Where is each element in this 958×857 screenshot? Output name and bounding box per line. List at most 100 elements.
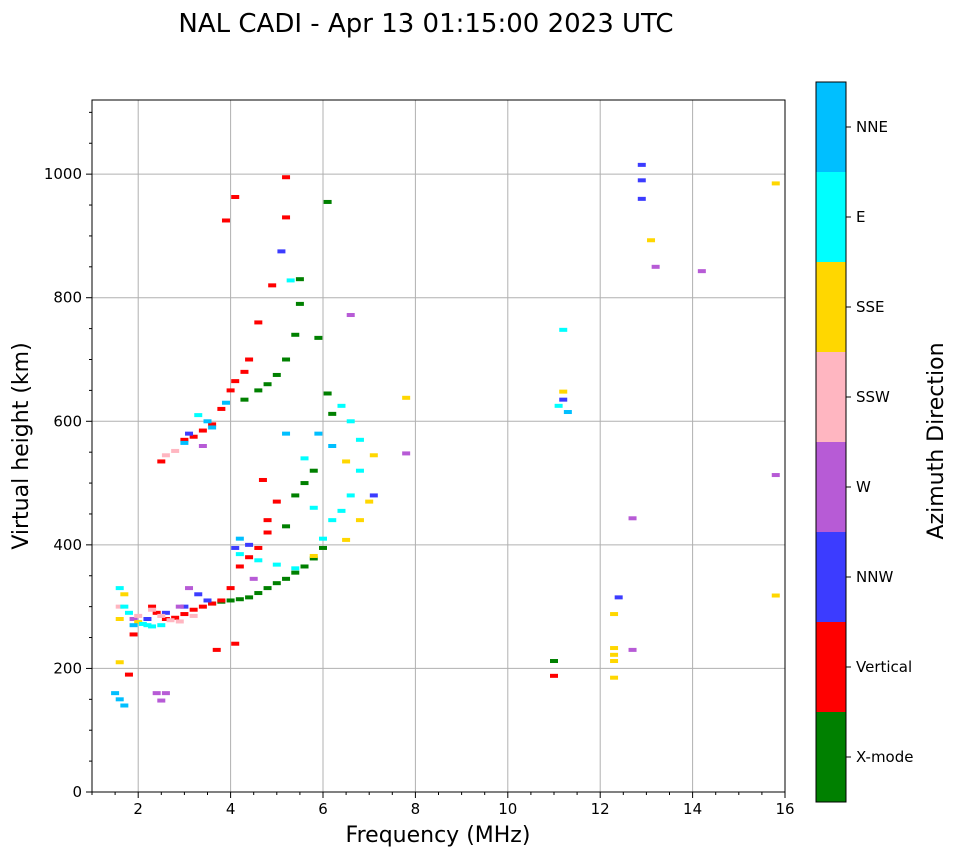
data-point-w [185, 586, 194, 591]
data-point-e [120, 604, 129, 609]
colorbar-segment [816, 262, 846, 352]
x-axis: 2 4 6 8 10 12 14 16 [91, 792, 795, 818]
data-point-vertical [240, 369, 249, 374]
data-point-e [272, 562, 281, 567]
data-point-vertical [245, 555, 254, 560]
data-point-e [554, 403, 563, 408]
data-point-vertical [245, 357, 254, 362]
data-point-e [254, 558, 263, 563]
data-point-w [771, 473, 780, 478]
colorbar-category-label: NNW [856, 568, 893, 586]
data-point-x-mode [291, 493, 300, 498]
data-point-x-mode [282, 576, 291, 581]
data-point-nnw [559, 397, 568, 402]
data-point-sse [115, 660, 124, 665]
data-point-x-mode [272, 581, 281, 586]
data-point-nnw [277, 249, 286, 254]
data-point-x-mode [291, 570, 300, 575]
data-point-nnw [637, 196, 646, 201]
data-point-x-mode [240, 397, 249, 402]
y-tick-label: 1000 [44, 165, 82, 183]
data-point-e [157, 623, 166, 628]
data-point-vertical [157, 459, 166, 464]
colorbar-segment [816, 622, 846, 712]
data-point-ssw [175, 619, 184, 624]
colorbar-segment [816, 532, 846, 622]
y-axis: 0 200 400 600 800 1000 [44, 111, 92, 801]
data-point-vertical [254, 320, 263, 325]
data-point-nne [235, 536, 244, 541]
data-point-w [129, 617, 138, 621]
chart-title: NAL CADI - Apr 13 01:15:00 2023 UTC [178, 9, 673, 39]
colorbar-frame [815, 81, 847, 803]
data-point-ssw [189, 613, 198, 618]
data-point-w [628, 516, 637, 521]
data-point-ssw [161, 453, 170, 458]
data-point-sse [134, 620, 143, 625]
data-point-e [124, 610, 133, 615]
data-point-w [628, 647, 637, 652]
x-tick-label: 6 [318, 800, 328, 818]
data-point-e [148, 624, 157, 629]
data-point-x-mode [309, 468, 318, 473]
data-point-ssw [148, 607, 157, 612]
data-point-vertical [550, 673, 558, 678]
data-point-w [161, 691, 170, 696]
data-point-vertical [171, 615, 180, 620]
x-tick-label: 4 [226, 800, 236, 818]
colorbar-segment [816, 172, 846, 262]
data-point-vertical [226, 388, 235, 393]
data-point-e [337, 508, 346, 513]
data-point-vertical [282, 215, 291, 220]
data-point-x-mode [254, 591, 263, 596]
data-point-sse [771, 181, 780, 186]
data-point-vertical [161, 617, 170, 621]
data-point-nne [180, 440, 189, 445]
y-axis-label: Virtual height (km) [9, 342, 34, 549]
data-point-x-mode [263, 586, 272, 591]
colorbar-category-label: NNE [856, 118, 888, 136]
data-point-x-mode [282, 357, 291, 362]
data-point-nnw [161, 610, 170, 615]
colorbar: X-mode Vertical NNW W SSW SSE E NNE [815, 81, 913, 803]
data-point-x-mode [295, 277, 304, 282]
x-axis-label: Frequency (MHz) [346, 823, 531, 848]
x-tick-label: 14 [683, 800, 702, 818]
data-point-e [337, 403, 346, 408]
data-point-nne [282, 431, 291, 436]
data-point-vertical [272, 499, 281, 504]
y-tick-label: 600 [53, 412, 82, 430]
colorbar-category-label: X-mode [856, 748, 913, 766]
data-point-sse [610, 612, 619, 617]
data-point-x-mode [291, 332, 300, 337]
data-point-sse [647, 238, 656, 243]
data-point-e [309, 505, 318, 510]
data-point-sse [342, 537, 351, 542]
colorbar-category-label: E [856, 208, 865, 226]
data-point-nne [115, 697, 124, 702]
data-point-w [249, 576, 258, 581]
y-tick-label: 800 [53, 289, 82, 307]
data-point-x-mode [282, 524, 291, 529]
data-point-e [115, 586, 124, 591]
data-point-e [355, 437, 364, 442]
data-point-e [143, 623, 152, 628]
data-point-x-mode [314, 335, 323, 340]
y-tick-label: 200 [53, 659, 82, 677]
data-point-vertical [124, 672, 133, 677]
x-tick-label: 16 [775, 800, 794, 818]
data-point-x-mode [235, 597, 244, 602]
data-point-nnw [637, 162, 646, 167]
data-point-x-mode [254, 388, 263, 393]
data-point-e [194, 413, 203, 418]
colorbar-category-label: W [856, 478, 871, 496]
x-tick-label: 12 [591, 800, 610, 818]
data-point-e [319, 536, 327, 541]
data-point-vertical [231, 641, 240, 646]
data-point-sse [342, 459, 351, 464]
data-point-nnw [185, 431, 194, 436]
data-point-w [157, 698, 166, 703]
plot-frame [91, 99, 786, 793]
data-point-sse [355, 518, 364, 523]
data-point-vertical [180, 612, 189, 617]
